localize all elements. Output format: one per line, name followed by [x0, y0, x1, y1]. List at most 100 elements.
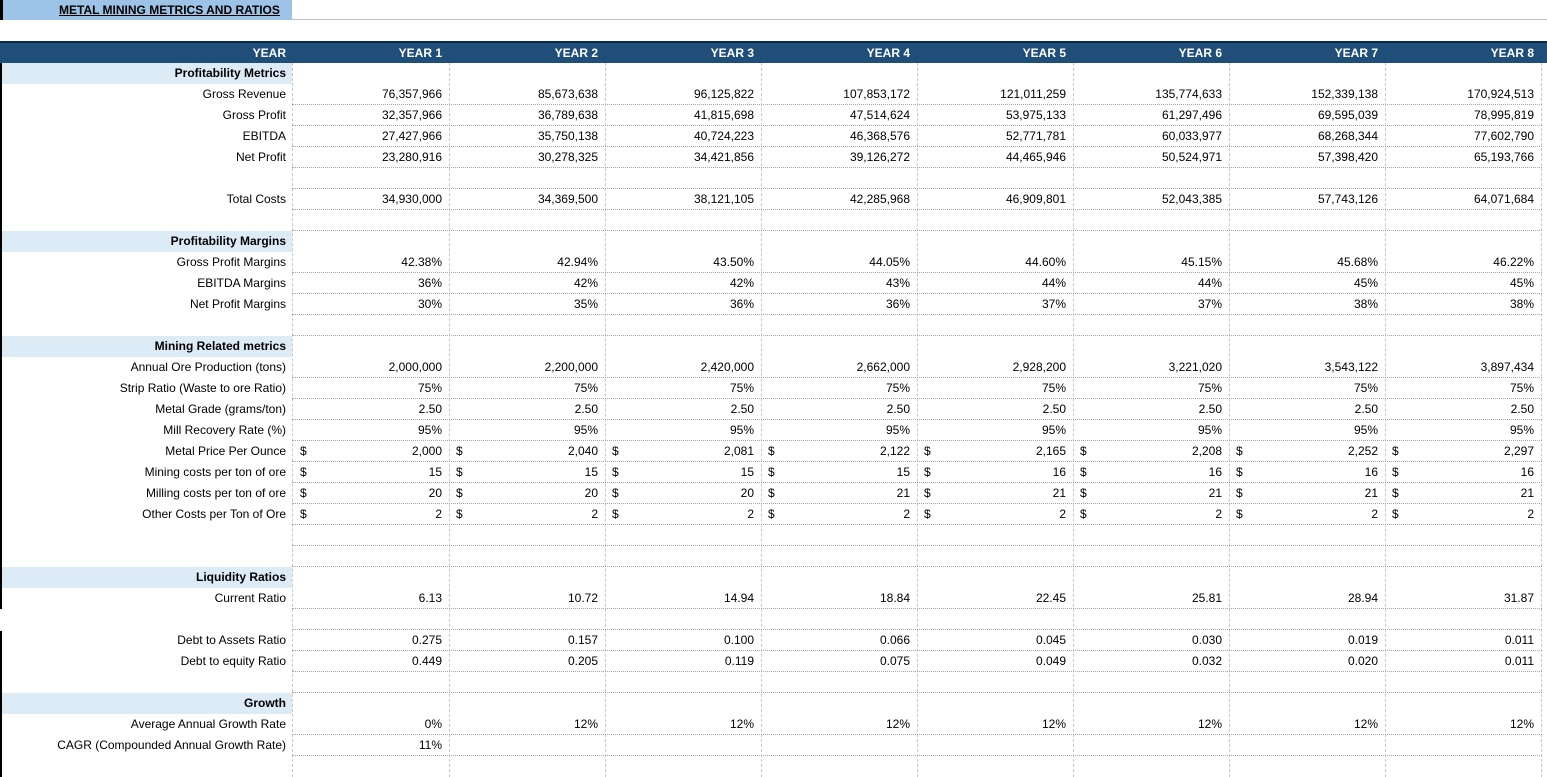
- value-cell-year-4[interactable]: 18.84: [879, 591, 910, 605]
- value-cell-year-7[interactable]: 0.020: [1347, 654, 1378, 668]
- value-cell-year-2[interactable]: 0.205: [567, 654, 598, 668]
- value-cell-year-5[interactable]: 12%: [1041, 717, 1066, 731]
- row-label[interactable]: Mill Recovery Rate (%): [163, 423, 286, 437]
- value-cell-year-1[interactable]: 20: [428, 486, 442, 500]
- value-cell-year-4[interactable]: 44.05%: [869, 255, 910, 269]
- value-cell-year-2[interactable]: 36,789,638: [537, 108, 598, 122]
- value-cell-year-4[interactable]: 2.50: [886, 402, 910, 416]
- value-cell-year-5[interactable]: [926, 735, 1066, 756]
- value-cell-year-2[interactable]: 85,673,638: [537, 87, 598, 101]
- value-cell-year-7[interactable]: 2: [1371, 507, 1378, 521]
- value-cell-year-1[interactable]: 2.50: [418, 402, 442, 416]
- row-label[interactable]: EBITDA: [242, 129, 286, 143]
- header-year-2[interactable]: YEAR 2: [554, 46, 598, 60]
- value-cell-year-5[interactable]: 16: [1052, 465, 1066, 479]
- value-cell-year-3[interactable]: 0.119: [724, 654, 754, 668]
- value-cell-year-8[interactable]: 12%: [1509, 717, 1534, 731]
- value-cell-year-4[interactable]: 42,285,968: [849, 192, 910, 206]
- value-cell-year-3[interactable]: 2: [747, 507, 754, 521]
- value-cell-year-8[interactable]: 3,897,434: [1480, 360, 1534, 374]
- value-cell-year-1[interactable]: 36%: [417, 276, 442, 290]
- value-cell-year-8[interactable]: 21: [1520, 486, 1534, 500]
- value-cell-year-4[interactable]: 0.066: [879, 633, 910, 647]
- value-cell-year-5[interactable]: 95%: [1041, 423, 1066, 437]
- header-year-3[interactable]: YEAR 3: [710, 46, 754, 60]
- value-cell-year-5[interactable]: 37%: [1041, 297, 1066, 311]
- value-cell-year-5[interactable]: 121,011,259: [1000, 87, 1066, 101]
- value-cell-year-8[interactable]: 38%: [1509, 297, 1534, 311]
- value-cell-year-4[interactable]: 2,122: [879, 444, 910, 458]
- value-cell-year-7[interactable]: 95%: [1353, 423, 1378, 437]
- value-cell-year-1[interactable]: 11%: [418, 738, 442, 752]
- row-label[interactable]: Total Costs: [226, 192, 286, 206]
- value-cell-year-8[interactable]: 77,602,790: [1473, 129, 1534, 143]
- value-cell-year-6[interactable]: 37%: [1197, 297, 1222, 311]
- value-cell-year-8[interactable]: 64,071,684: [1473, 192, 1534, 206]
- value-cell-year-6[interactable]: 21: [1208, 486, 1222, 500]
- value-cell-year-7[interactable]: 12%: [1353, 717, 1378, 731]
- value-cell-year-5[interactable]: 2,928,200: [1012, 360, 1066, 374]
- value-cell-year-5[interactable]: 0.049: [1035, 654, 1066, 668]
- value-cell-year-8[interactable]: 65,193,766: [1473, 150, 1534, 164]
- value-cell-year-2[interactable]: 42%: [573, 276, 598, 290]
- value-cell-year-2[interactable]: 15: [584, 465, 598, 479]
- value-cell-year-5[interactable]: 0.045: [1035, 633, 1066, 647]
- value-cell-year-3[interactable]: 38,121,105: [693, 192, 754, 206]
- value-cell-year-1[interactable]: 42.38%: [401, 255, 442, 269]
- row-label[interactable]: Annual Ore Production (tons): [130, 360, 286, 374]
- value-cell-year-8[interactable]: 95%: [1509, 423, 1534, 437]
- value-cell-year-6[interactable]: 60,033,977: [1161, 129, 1222, 143]
- value-cell-year-1[interactable]: 76,357,966: [381, 87, 442, 101]
- value-cell-year-2[interactable]: 75%: [573, 381, 598, 395]
- value-cell-year-2[interactable]: 35%: [573, 297, 598, 311]
- value-cell-year-5[interactable]: 53,975,133: [1005, 108, 1066, 122]
- value-cell-year-2[interactable]: 2: [591, 507, 598, 521]
- value-cell-year-6[interactable]: 25.81: [1191, 591, 1222, 605]
- value-cell-year-7[interactable]: 57,743,126: [1317, 192, 1378, 206]
- row-label[interactable]: Metal Grade (grams/ton): [155, 402, 286, 416]
- value-cell-year-1[interactable]: 2: [435, 507, 442, 521]
- header-year-1[interactable]: YEAR 1: [398, 46, 442, 60]
- value-cell-year-3[interactable]: 41,815,698: [693, 108, 754, 122]
- value-cell-year-2[interactable]: 2,200,000: [544, 360, 598, 374]
- section-header-label[interactable]: Mining Related metrics: [154, 339, 286, 353]
- value-cell-year-1[interactable]: 0.449: [411, 654, 442, 668]
- value-cell-year-6[interactable]: 75%: [1197, 381, 1222, 395]
- value-cell-year-3[interactable]: 75%: [729, 381, 754, 395]
- value-cell-year-3[interactable]: 42%: [729, 276, 754, 290]
- value-cell-year-1[interactable]: 30%: [417, 297, 442, 311]
- value-cell-year-5[interactable]: 52,771,781: [1005, 129, 1066, 143]
- value-cell-year-2[interactable]: 30,278,325: [537, 150, 598, 164]
- value-cell-year-6[interactable]: 3,221,020: [1168, 360, 1222, 374]
- value-cell-year-7[interactable]: 28.94: [1347, 591, 1378, 605]
- section-header-label[interactable]: Growth: [244, 696, 286, 710]
- value-cell-year-5[interactable]: 44.60%: [1025, 255, 1066, 269]
- value-cell-year-2[interactable]: [458, 735, 598, 756]
- value-cell-year-6[interactable]: 0.032: [1191, 654, 1222, 668]
- value-cell-year-8[interactable]: 46.22%: [1493, 255, 1534, 269]
- value-cell-year-2[interactable]: 0.157: [567, 633, 598, 647]
- value-cell-year-3[interactable]: 12%: [729, 717, 754, 731]
- value-cell-year-7[interactable]: 3,543,122: [1324, 360, 1378, 374]
- row-label[interactable]: Other Costs per Ton of Ore: [142, 507, 286, 521]
- value-cell-year-8[interactable]: 0.011: [1504, 654, 1534, 668]
- header-year-4[interactable]: YEAR 4: [866, 46, 910, 60]
- row-label[interactable]: Debt to equity Ratio: [180, 654, 286, 668]
- value-cell-year-3[interactable]: 20: [740, 486, 754, 500]
- value-cell-year-7[interactable]: 16: [1364, 465, 1378, 479]
- value-cell-year-1[interactable]: 6.13: [418, 591, 442, 605]
- section-header-label[interactable]: Profitability Metrics: [174, 66, 286, 80]
- value-cell-year-6[interactable]: [1082, 735, 1222, 756]
- value-cell-year-8[interactable]: [1394, 735, 1534, 756]
- value-cell-year-3[interactable]: 40,724,223: [693, 129, 754, 143]
- header-year-5[interactable]: YEAR 5: [1022, 46, 1066, 60]
- section-header-label[interactable]: Profitability Margins: [170, 234, 286, 248]
- value-cell-year-2[interactable]: 95%: [573, 423, 598, 437]
- header-year-6[interactable]: YEAR 6: [1178, 46, 1222, 60]
- value-cell-year-4[interactable]: 2: [903, 507, 910, 521]
- value-cell-year-4[interactable]: 0.075: [879, 654, 910, 668]
- value-cell-year-4[interactable]: 43%: [885, 276, 910, 290]
- value-cell-year-4[interactable]: 2,662,000: [856, 360, 910, 374]
- row-label[interactable]: Mining costs per ton of ore: [144, 465, 286, 479]
- value-cell-year-4[interactable]: 12%: [885, 717, 910, 731]
